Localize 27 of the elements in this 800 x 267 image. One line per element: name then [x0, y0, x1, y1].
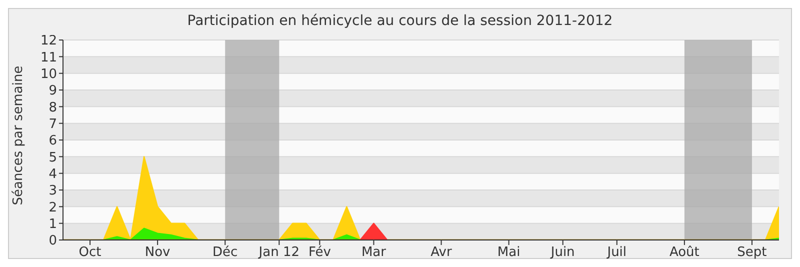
x-tick-label: Nov: [144, 245, 171, 260]
y-tick-label: 8: [48, 100, 57, 116]
x-tick-label: Août: [669, 245, 700, 260]
x-tick-label: Sept: [737, 245, 767, 260]
y-tick-label: 0: [48, 234, 57, 249]
y-tick-label: 6: [48, 134, 57, 149]
y-tick-label: 9: [48, 84, 57, 99]
x-tick-label: Déc: [212, 245, 238, 260]
x-tick-label: Fév: [308, 245, 332, 260]
y-tick-label: 2: [48, 200, 57, 216]
y-tick-label: 5: [48, 150, 57, 166]
x-tick-label: Mai: [497, 245, 520, 260]
chart-title: Participation en hémicycle au cours de la session 2011-2012: [186, 12, 614, 31]
y-axis-title: Séances par semaine: [12, 65, 27, 205]
x-tick-label: Mar: [361, 245, 387, 260]
y-tick-label: 10: [40, 66, 57, 82]
y-tick-label: 12: [40, 34, 57, 49]
y-tick-label: 7: [48, 116, 57, 132]
x-tick-label: Jan 12: [258, 245, 300, 260]
y-tick-label: 4: [48, 166, 57, 182]
y-tick-label: 11: [40, 50, 57, 66]
y-tick-label: 3: [48, 184, 57, 199]
x-tick-label: Juin: [550, 245, 575, 260]
y-tick-label: 1: [48, 216, 57, 232]
x-tick-label: Oct: [78, 245, 102, 260]
x-tick-label: Juil: [606, 245, 627, 260]
x-tick-label: Avr: [430, 245, 453, 260]
